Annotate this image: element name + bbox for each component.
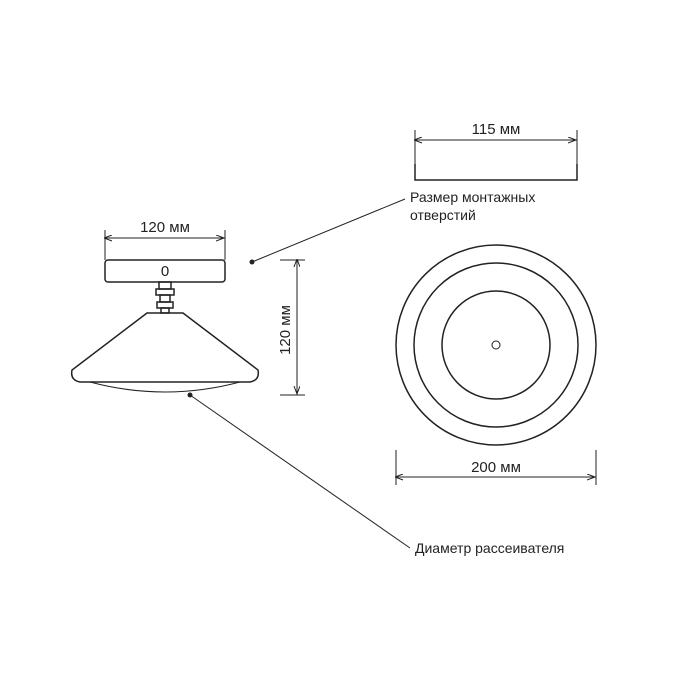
leader-mounting [250,199,406,265]
dim-diffuser-text: 200 мм [471,459,521,476]
screw-mark: 0 [161,263,169,280]
technical-drawing: 120 мм 0 120 мм [0,0,700,700]
side-view: 120 мм 0 120 мм [72,219,305,395]
top-view: 200 мм [396,245,596,485]
shade [72,313,259,392]
dim-height-text: 120 мм [277,305,294,355]
mounting-label-2: отверстий [410,207,476,223]
diffuser-label: Диаметр рассеивателя [415,540,564,556]
bracket-shape [415,164,577,180]
stem [156,282,174,313]
dim-base-width-text: 120 мм [140,219,190,236]
dim-base-width: 120 мм [105,219,225,260]
dim-mount-width-text: 115 мм [472,121,521,138]
dim-height: 120 мм [277,260,305,395]
mounting-bracket-view: 115 мм Размер монтажных отверстий [410,121,577,223]
mounting-label-1: Размер монтажных [410,189,535,205]
